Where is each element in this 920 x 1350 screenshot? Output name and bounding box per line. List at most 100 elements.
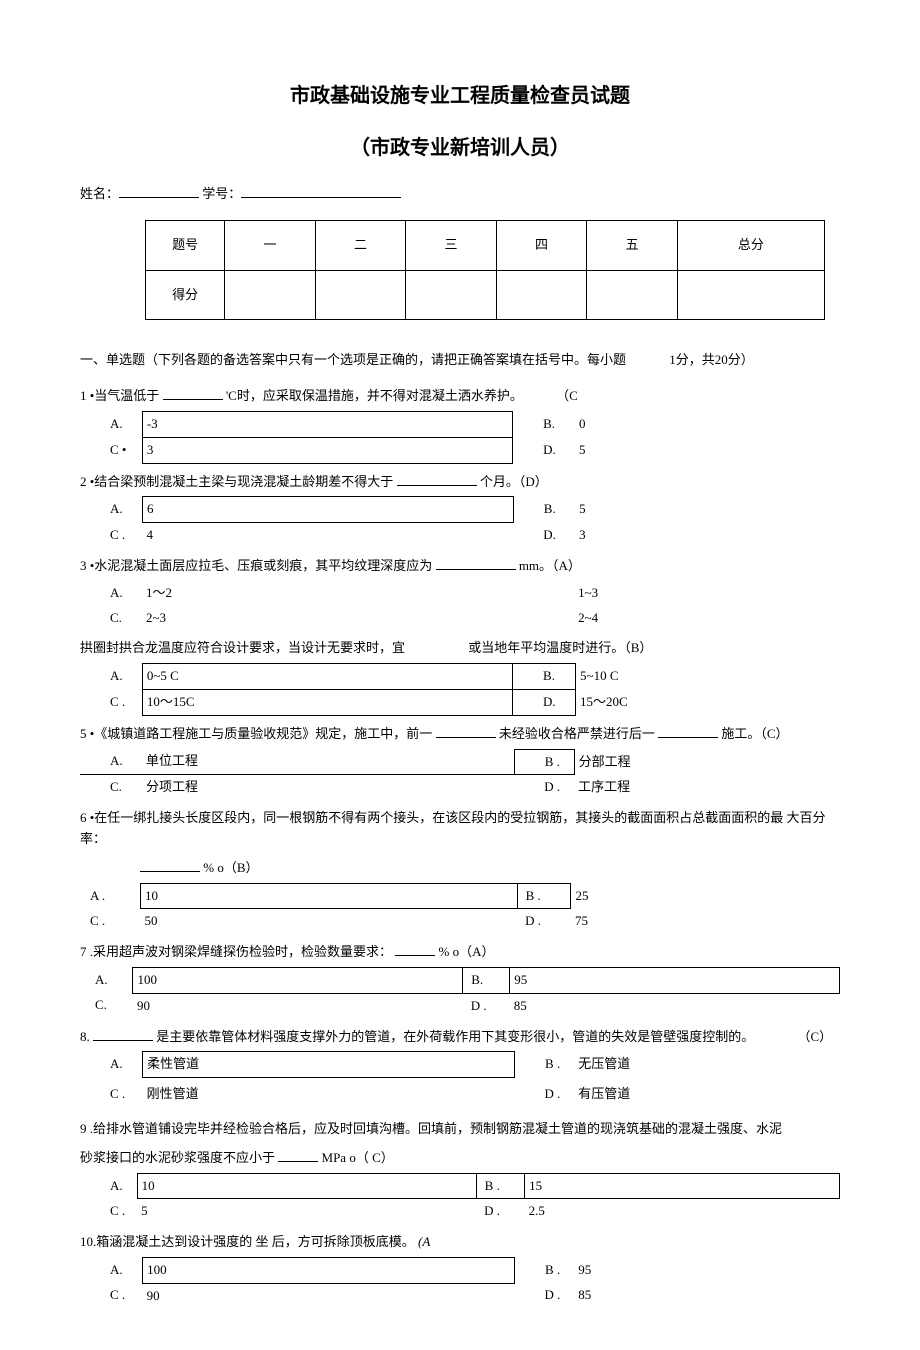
q1-blank [163,387,223,400]
opt-label: B . [514,749,574,775]
subtitle: （市政专业新培训人员） [80,132,840,164]
q10-answer: (A [418,1234,430,1249]
opt-text: 分部工程 [574,749,840,775]
question-6: 6 •在任一绑扎接头长度区段内，同一根钢筋不得有两个接头，在该区段内的受拉钢筋，… [80,808,840,850]
q6-suffix-line: % o（B） [140,858,840,879]
opt-text: 柔性管道 [143,1052,515,1078]
opt-label: C . [80,523,142,548]
opt-text: 0~5 C [142,664,512,690]
opt-label: D. [513,523,575,548]
q7-suffix: % o（A） [439,944,495,959]
opt-label: C . [80,1199,137,1224]
id-blank [241,185,401,198]
q8-text: 是主要依靠管体材料强度支撑外力的管道，在外荷载作用下其变形很小，管道的失效是管壁… [156,1029,754,1044]
q2-text: 2 •结合梁预制混凝土主梁与现浇混凝土龄期差不得大于 [80,474,393,489]
q10-options: A. 100 B . 95 C . 90 D . 85 [80,1257,840,1309]
opt-label [514,581,574,606]
opt-text: 无压管道 [574,1052,840,1078]
score-cell [406,270,497,320]
col-header: 五 [587,220,678,270]
q9-blank [278,1149,318,1162]
table-row: 得分 [146,270,825,320]
table-row: 题号 一 二 三 四 五 总分 [146,220,825,270]
q6-blank [140,859,200,872]
opt-text: 1~3 [574,581,840,606]
opt-label: C. [80,775,142,800]
q8-options: A. 柔性管道 B . 无压管道 C . 刚性管道 D . 有压管道 [80,1051,840,1111]
q9-options: A. 10 B . 15 C . 5 D . 2.5 [80,1173,840,1225]
q7-text: 7 .采用超声波对钢梁焊缝探伤检验时，检验数量要求： [80,944,392,959]
opt-label: B. [513,497,575,523]
opt-text: 刚性管道 [143,1078,515,1111]
question-9-line1: 9 .给排水管道铺设完毕并经检验合格后，应及时回填沟槽。回填前，预制钢筋混凝土管… [80,1119,840,1140]
question-2: 2 •结合梁预制混凝土主梁与现浇混凝土龄期差不得大于 个月。（D） [80,472,840,493]
opt-text: 分项工程 [142,775,514,800]
q2-suffix: 个月。（D） [480,474,548,489]
q1-mid: 'C时，应采取保温措施，并不得对混凝土洒水养护。 [226,388,523,403]
opt-label: B . [517,883,571,909]
row-label: 得分 [146,270,225,320]
col-header: 一 [225,220,316,270]
opt-text: 单位工程 [142,749,514,775]
opt-label: A . [80,883,141,909]
opt-label: A. [80,749,142,775]
q5-blank2 [658,725,718,738]
q5-blank1 [436,725,496,738]
q4-text: 拱圈封拱合龙温度应符合设计要求，当设计无要求时，宜 [80,640,405,655]
opt-text: 95 [574,1257,840,1283]
q1-pre: 1 •当气温低于 [80,388,159,403]
opt-label: A. [80,1173,137,1199]
opt-label: B. [513,411,575,437]
score-cell [315,270,406,320]
id-label: 学号： [202,186,241,201]
opt-text: 1～2 [142,581,514,606]
opt-text: 5 [137,1199,476,1224]
question-4: 拱圈封拱合龙温度应符合设计要求，当设计无要求时，宜 或当地年平均温度时进行。（B… [80,638,840,659]
opt-text: 5~10 C [576,664,840,690]
question-9-line2: 砂浆接口的水泥砂浆强度不应小于 MPa o（ C） [80,1148,840,1169]
q7-options: A. 100 B. 95 C. 90 D . 85 [80,967,840,1019]
col-header: 四 [496,220,587,270]
col-header: 二 [315,220,406,270]
opt-text: 85 [510,993,840,1018]
score-table: 题号 一 二 三 四 五 总分 得分 [145,220,825,321]
opt-label: B. [463,967,510,993]
q5-options: A. 单位工程 B . 分部工程 C. 分项工程 D . 工序工程 [80,749,840,801]
opt-label: C . [80,1078,143,1111]
section1-title: 一、单选题（下列各题的备选答案中只有一个选项是正确的，请把正确答案填在括号中。每… [80,350,840,371]
section1-text: 一、单选题（下列各题的备选答案中只有一个选项是正确的，请把正确答案填在括号中。每… [80,352,626,367]
q1-answer: （C [556,388,578,403]
main-title: 市政基础设施专业工程质量检查员试题 [80,80,840,112]
opt-text: 85 [574,1283,840,1308]
total-cell [677,270,824,320]
q9-suffix: MPa o（ C） [322,1150,394,1165]
q1-options: A. -3 B. 0 C • 3 D. 5 [80,411,840,464]
col-header: 三 [406,220,497,270]
opt-label: D . [515,1078,575,1111]
opt-label: B . [476,1173,524,1199]
opt-label: D . [517,909,571,934]
opt-text: 2~3 [142,606,514,631]
opt-label: D . [515,1283,575,1308]
opt-text: 50 [141,909,518,934]
question-5: 5 •《城镇道路工程施工与质量验收规范》规定，施工中，前一 未经验收合格严禁进行… [80,724,840,745]
question-8: 8. 是主要依靠管体材料强度支撑外力的管道，在外荷载作用下其变形很小，管道的失效… [80,1027,840,1048]
q6-text: 6 •在任一绑扎接头长度区段内，同一根钢筋不得有两个接头，在该区段内的受拉钢筋，… [80,810,826,846]
q9-text2: 砂浆接口的水泥砂浆强度不应小于 [80,1150,275,1165]
name-blank [119,185,199,198]
opt-label: A. [80,497,142,523]
score-cell [496,270,587,320]
opt-text: 0 [575,411,840,437]
opt-label: A. [80,967,133,993]
name-label: 姓名： [80,186,119,201]
q10-text: 10.箱涵混凝土达到设计强度的 坐 后，方可拆除顶板底模。 [80,1234,415,1249]
opt-label: C • [80,437,142,463]
opt-text: 5 [575,497,840,523]
q8-blank [93,1028,153,1041]
opt-text: 10～15C [142,689,512,715]
opt-text: 6 [142,497,513,523]
q6-options: A . 10 B . 25 C . 50 D . 75 [80,883,840,935]
opt-label: A. [80,1052,143,1078]
opt-text: 4 [142,523,513,548]
opt-label: D . [476,1199,524,1224]
